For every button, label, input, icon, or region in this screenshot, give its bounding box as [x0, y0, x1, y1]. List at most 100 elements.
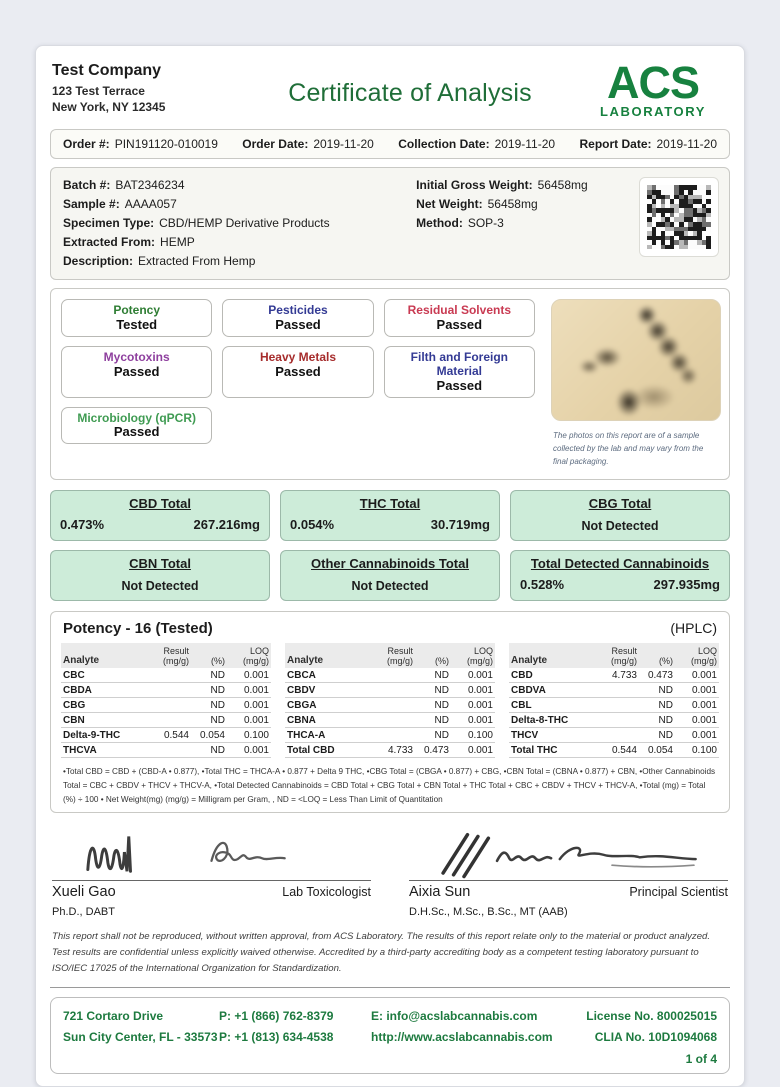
header: Test Company 123 Test Terrace New York, … — [52, 57, 728, 120]
potency-row-thcv: THCV ND 0.001 — [509, 730, 719, 744]
potency-table-col3: Analyte Result (mg/g) (%) LOQ (mg/g) CBD 4.… — [509, 642, 719, 759]
total-box-total-detected: Total Detected Cannabinoids 0.528% 297.93… — [510, 549, 730, 601]
potency-row-total-thc: Total THC 0.544 0.054 0.100 — [509, 745, 719, 759]
logo-laboratory-text: LABORATORY — [599, 104, 707, 120]
potency-section: Potency - 16 (Tested) (HPLC) Analyte Res… — [50, 610, 730, 814]
test-chip-potency: Potency Tested — [61, 299, 213, 338]
potency-section-title: Potency - 16 (Tested) — [63, 619, 213, 637]
legal-disclaimer: This report shall not be reproduced, wit… — [50, 929, 730, 988]
other-cannabinoids-status: Not Detected — [351, 578, 429, 593]
potency-row-cbdva: CBDVA ND 0.001 — [509, 685, 719, 699]
thc-total-percent: 0.054% — [290, 516, 335, 532]
test-chip-mycotoxins: Mycotoxins Passed — [61, 346, 213, 398]
batch-number: Batch #: BAT2346234 — [63, 178, 185, 193]
potency-row-delta-8-thc: Delta-8-THC ND 0.001 — [509, 715, 719, 729]
client-company-name: Test Company — [52, 62, 162, 79]
signature-block-principal-scientist: Aixia Sun Principal Scientist D.H.Sc., M… — [409, 826, 728, 918]
sample-photo-column: The photos on this report are of a sampl… — [551, 299, 721, 468]
cbn-total-status: Not Detected — [121, 578, 199, 593]
logo-acs-text: ACS — [606, 57, 700, 108]
cbd-total-percent: 0.473% — [60, 516, 105, 532]
cbd-total-mg: 267.216mg — [193, 516, 261, 532]
potency-row-cbn: CBN ND 0.001 — [61, 715, 271, 729]
footer-licenses: License No. 800025015 CLIA No. 10D109406… — [575, 1006, 717, 1049]
potency-row-cbga: CBGA ND 0.001 — [285, 700, 495, 714]
sample-number: Sample #: AAAA057 — [63, 197, 177, 212]
total-detected-percent: 0.528% — [520, 576, 565, 592]
client-address-line1: 123 Test Terrace — [52, 84, 145, 98]
potency-method-label: (HPLC) — [670, 619, 717, 636]
potency-row-thca-a: THCA-A ND 0.100 — [285, 730, 495, 744]
signer-credentials: Ph.D., DABT — [52, 906, 115, 919]
signature-block-lab-toxicologist: Xueli Gao Lab Toxicologist Ph.D., DABT — [52, 826, 371, 918]
potency-footnote: •Total CBD = CBD + (CBD-A • 0.877), •Tot… — [63, 767, 716, 804]
signatures: Xueli Gao Lab Toxicologist Ph.D., DABT A… — [50, 826, 730, 918]
potency-row-cbdv: CBDV ND 0.001 — [285, 685, 495, 699]
report-date: Report Date: 2019-11-20 — [579, 137, 717, 152]
acs-laboratory-logo: ACS LABORATORY — [578, 57, 728, 120]
test-chip-heavy-metals: Heavy Metals Passed — [222, 346, 374, 398]
test-chip-pesticides: Pesticides Passed — [222, 299, 374, 338]
test-chip-filth-foreign-material: Filth and Foreign Material Passed — [383, 346, 535, 398]
sample-info-box: Batch #: BAT2346234 Sample #: AAAA057 Spec… — [50, 167, 730, 281]
potency-row-cbg: CBG ND 0.001 — [61, 700, 271, 714]
cannabinoid-totals-grid: CBD Total 0.473% 267.216mg THC Total 0.05… — [50, 489, 730, 601]
specimen-type: Specimen Type: CBD/HEMP Derivative Produc… — [63, 216, 330, 231]
test-summary-box: Potency Tested Pesticides Passed Residua… — [50, 288, 730, 480]
client-address-line2: New York, NY 12345 — [52, 100, 166, 115]
method: Method: SOP-3 — [416, 216, 504, 231]
potency-row-cbl: CBL ND 0.001 — [509, 700, 719, 714]
client-info-block: Test Company 123 Test Terrace New York, … — [52, 62, 242, 115]
signer-role: Lab Toxicologist — [282, 885, 371, 900]
potency-row-cbd: CBD 4.733 0.473 0.001 — [509, 670, 719, 684]
footer-clia-number: CLIA No. 10D1094068 — [594, 1030, 717, 1045]
lab-footer: 721 Cortaro Drive Sun City Center, FL - … — [50, 996, 730, 1075]
sample-info-left: Batch #: BAT2346234 Sample #: AAAA057 Spec… — [63, 176, 416, 271]
signer-role: Principal Scientist — [629, 885, 728, 900]
potency-table-header: Analyte Result (mg/g) (%) LOQ (mg/g) — [285, 642, 495, 669]
signature-aixia-sun-image — [441, 833, 697, 879]
certificate-card: Test Company 123 Test Terrace New York, … — [35, 45, 745, 1087]
potency-row-cbda: CBDA ND 0.001 — [61, 685, 271, 699]
page-title: Certificate of Analysis — [288, 79, 532, 107]
sample-photo-image — [551, 299, 721, 422]
total-box-other-cannabinoids: Other Cannabinoids Total Not Detected — [280, 549, 500, 601]
signature-line — [52, 880, 371, 882]
sample-info-right: Initial Gross Weight: 56458mg Net Weight:… — [416, 176, 717, 271]
qr-code-tile — [639, 177, 719, 258]
qr-code — [647, 185, 711, 250]
footer-contact: E: info@acslabcannabis.com http://www.ac… — [371, 1006, 575, 1049]
potency-row-delta-9-thc: Delta-9-THC 0.544 0.054 0.100 — [61, 730, 271, 744]
collection-date: Collection Date: 2019-11-20 — [398, 137, 556, 152]
footer-phones: P: +1 (866) 762-8379 P: +1 (813) 634-453… — [219, 1008, 334, 1045]
net-weight: Net Weight: 56458mg — [416, 197, 538, 212]
test-chip-microbiology-qpcr: Microbiology (qPCR) Passed — [61, 406, 213, 445]
page-number: 1 of 4 — [685, 1051, 717, 1066]
total-detected-mg: 297.935mg — [653, 576, 721, 592]
signature-xueli-gao-image — [86, 836, 286, 873]
test-status-chips: Potency Tested Pesticides Passed Residua… — [61, 299, 535, 468]
sample-photo-blur — [552, 300, 720, 421]
signer-credentials: D.H.Sc., M.Sc., B.Sc., MT (AAB) — [409, 906, 568, 919]
thc-total-mg: 30.719mg — [430, 516, 490, 532]
potency-row-cbna: CBNA ND 0.001 — [285, 715, 495, 729]
total-box-cbg: CBG Total Not Detected — [510, 489, 730, 541]
potency-row-cbca: CBCA ND 0.001 — [285, 670, 495, 684]
footer-email: E: info@acslabcannabis.com — [371, 1008, 538, 1023]
signer-name: Aixia Sun — [409, 884, 471, 901]
total-box-cbn: CBN Total Not Detected — [50, 549, 270, 601]
footer-license-number: License No. 800025015 — [586, 1008, 717, 1023]
order-info-bar: Order #: PIN191120-010019 Order Date: 2019… — [50, 129, 730, 160]
potency-tables: Analyte Result (mg/g) (%) LOQ (mg/g) CBC ND… — [61, 642, 719, 759]
potency-table-col2: Analyte Result (mg/g) (%) LOQ (mg/g) CBCA N… — [285, 642, 495, 759]
footer-address: 721 Cortaro Drive Sun City Center, FL - … — [63, 1008, 218, 1045]
initial-gross-weight: Initial Gross Weight: 56458mg — [416, 178, 588, 193]
footer-website: http://www.acslabcannabis.com — [371, 1030, 553, 1045]
signature-line — [409, 880, 728, 882]
extracted-from: Extracted From: HEMP — [63, 235, 195, 250]
total-box-thc: THC Total 0.054% 30.719mg — [280, 489, 500, 541]
potency-row-total-cbd: Total CBD 4.733 0.473 0.001 — [285, 745, 495, 759]
potency-row-cbc: CBC ND 0.001 — [61, 670, 271, 684]
order-date: Order Date: 2019-11-20 — [242, 137, 374, 152]
test-chip-residual-solvents: Residual Solvents Passed — [383, 299, 535, 338]
